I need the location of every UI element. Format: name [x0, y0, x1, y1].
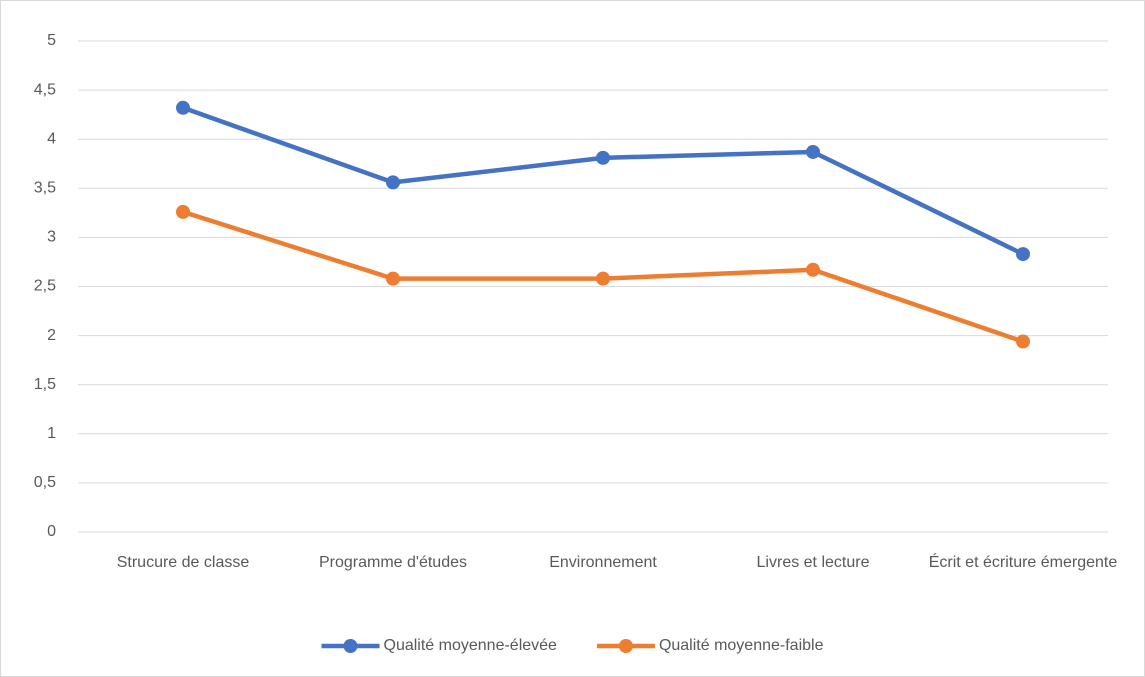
data-point	[386, 175, 400, 190]
data-point	[1016, 247, 1030, 262]
y-tick-label: 2,5	[34, 278, 56, 295]
data-point	[1016, 334, 1030, 349]
legend-label: Qualité moyenne-faible	[659, 637, 824, 654]
data-point	[176, 100, 190, 115]
legend-marker	[618, 639, 633, 653]
y-tick-label: 3	[47, 229, 56, 246]
data-point	[176, 204, 190, 219]
x-tick-label: Environnement	[549, 554, 657, 571]
x-tick-label: Strucure de classe	[116, 554, 250, 571]
y-tick-label: 3,5	[34, 180, 56, 197]
y-tick-label: 5	[47, 32, 56, 49]
x-tick-label: Livres et lecture	[756, 554, 870, 571]
y-tick-label: 1	[47, 425, 56, 442]
data-point	[806, 144, 820, 159]
y-tick-label: 0	[47, 523, 56, 540]
y-tick-label: 4	[47, 130, 56, 147]
x-tick-label: Écrit et écriture émergente	[928, 554, 1118, 571]
data-point	[386, 271, 400, 286]
legend-marker	[343, 639, 358, 653]
x-tick-label: Programme d'études	[318, 554, 467, 571]
y-tick-label: 1,5	[34, 376, 56, 393]
data-point	[806, 262, 820, 277]
data-point	[596, 150, 610, 165]
y-tick-label: 0,5	[34, 474, 56, 491]
y-tick-label: 4,5	[34, 81, 56, 98]
data-point	[596, 271, 610, 286]
y-tick-label: 2	[47, 327, 56, 344]
legend-label: Qualité moyenne-élevée	[384, 637, 558, 654]
